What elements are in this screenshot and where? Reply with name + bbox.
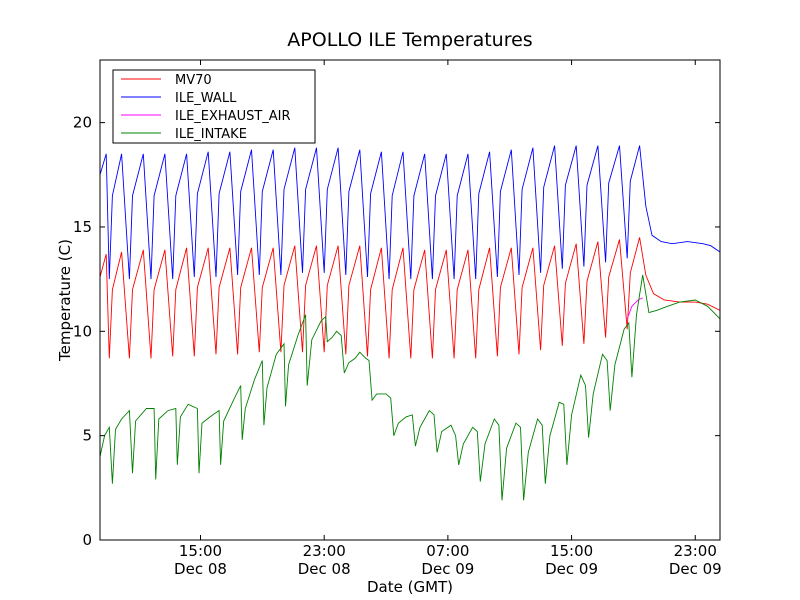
plot-frame xyxy=(99,59,721,541)
x-tick-label-time: 23:00 xyxy=(303,542,346,560)
x-tick-label-time: 07:00 xyxy=(426,542,469,560)
legend-label: ILE_EXHAUST_AIR xyxy=(175,109,291,124)
y-tick-label: 0 xyxy=(82,531,92,549)
x-axis-title: Date (GMT) xyxy=(367,578,453,596)
x-tick-label-time: 15:00 xyxy=(550,542,593,560)
y-tick-label: 5 xyxy=(82,427,92,445)
y-tick-label: 10 xyxy=(73,322,92,340)
y-axis-title: Temperature (C) xyxy=(56,239,74,362)
x-tick-label-date: Dec 09 xyxy=(669,560,722,578)
x-tick-label-time: 15:00 xyxy=(179,542,222,560)
legend-box xyxy=(112,69,316,144)
legend-label: MV70 xyxy=(175,73,212,88)
y-tick-label: 15 xyxy=(73,218,92,236)
series-line-mv70 xyxy=(99,237,721,359)
x-tick-label-date: Dec 08 xyxy=(298,560,351,578)
x-tick-label-date: Dec 09 xyxy=(545,560,598,578)
x-tick-label-date: Dec 09 xyxy=(421,560,474,578)
chart-title: APOLLO ILE Temperatures xyxy=(287,29,532,51)
x-tick-label-date: Dec 08 xyxy=(174,560,227,578)
y-tick-label: 20 xyxy=(73,114,92,132)
legend-label: ILE_INTAKE xyxy=(175,127,247,142)
series-line-ile-exhaust-air xyxy=(626,297,643,319)
series-line-ile-intake xyxy=(99,274,721,501)
series-line-ile-wall xyxy=(99,145,721,280)
series-layer xyxy=(99,145,721,501)
legend-label: ILE_WALL xyxy=(175,91,237,106)
legend: MV70 ILE_WALL ILE_EXHAUST_AIR ILE_INTAKE xyxy=(112,69,316,144)
x-tick-label-time: 23:00 xyxy=(674,542,717,560)
